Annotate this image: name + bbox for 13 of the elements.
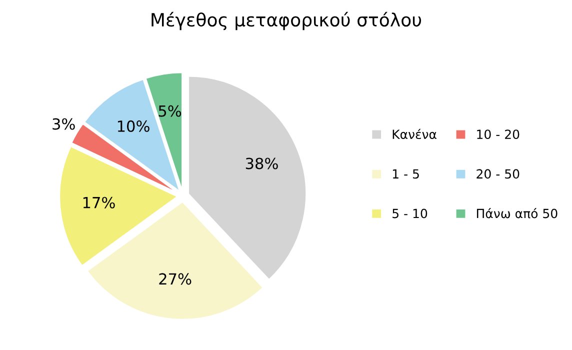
legend-label: 1 - 5 xyxy=(392,169,419,179)
chart-title: Μέγεθος μεταφορικού στόλου xyxy=(152,12,422,30)
data-label: 27% xyxy=(159,273,192,285)
data-label: 5% xyxy=(158,105,182,117)
legend-label: 5 - 10 xyxy=(392,208,428,218)
data-label: 3% xyxy=(52,118,75,130)
legend-label: 20 - 50 xyxy=(476,169,520,179)
data-label: 10% xyxy=(118,120,150,132)
legend-label: 10 - 20 xyxy=(477,130,520,140)
data-label: 17% xyxy=(83,196,115,208)
data-label: 38% xyxy=(246,158,278,170)
legend-label: Κανένα xyxy=(392,128,436,140)
legend-label: Πάνω από 50 xyxy=(476,208,558,218)
